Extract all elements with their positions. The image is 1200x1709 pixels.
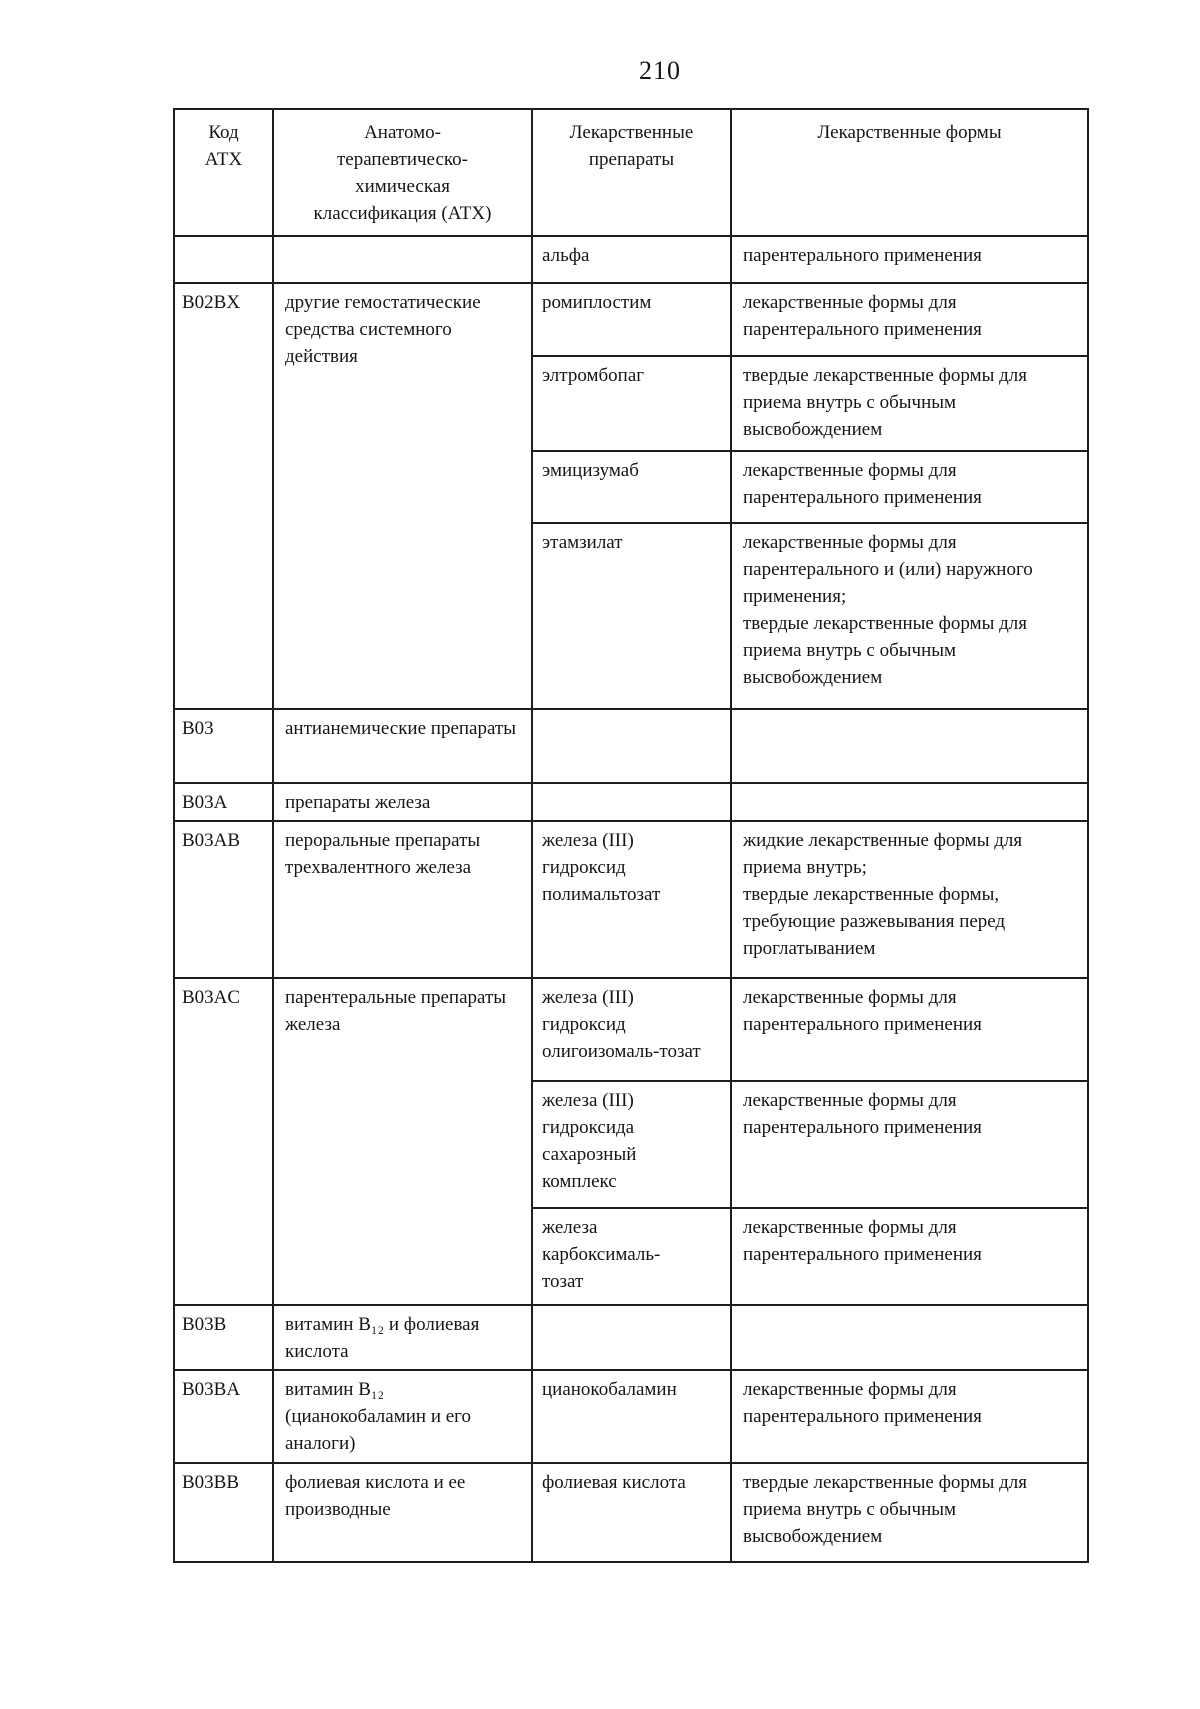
header-cell-drugs: Лекарственные препараты bbox=[531, 108, 732, 237]
cell-classification: другие гемостатические средства системно… bbox=[272, 282, 533, 710]
table-header-row: Код АТХ Анатомо- терапевтическо- химичес… bbox=[173, 108, 1089, 237]
cell-forms: лекарственные формы для парентерального … bbox=[730, 1369, 1089, 1464]
cell-drug: альфа bbox=[531, 235, 732, 284]
cell-forms: жидкие лекарственные формы для приема вн… bbox=[730, 820, 1089, 979]
table-row: железа (III) гидроксида сахарозный компл… bbox=[174, 1080, 1089, 1209]
cell-drug: железа (III) гидроксид олигоизомаль-тоза… bbox=[531, 977, 732, 1082]
header-cell-atc-code: Код АТХ bbox=[173, 108, 274, 237]
cell-drug bbox=[531, 782, 732, 822]
cell-forms: парентерального применения bbox=[730, 235, 1089, 284]
cell-drug: цианокобаламин bbox=[531, 1369, 732, 1464]
table-row: B02BX другие гемостатические средства си… bbox=[173, 282, 1089, 710]
header-cell-forms: Лекарственные формы bbox=[730, 108, 1089, 237]
cell-classification: препараты железа bbox=[272, 782, 533, 822]
cell-forms: твердые лекарственные формы для приема в… bbox=[730, 355, 1089, 452]
cell-classification: фолиевая кислота и ее производные bbox=[272, 1462, 533, 1563]
table-row: B03AB пероральные препараты трехвалентно… bbox=[173, 820, 1089, 979]
cell-drug bbox=[531, 1304, 732, 1371]
cell-atc-code: B03 bbox=[173, 708, 274, 784]
cell-drug: ромиплостим bbox=[531, 282, 732, 357]
table-row: B03AC парентеральные препараты железа же… bbox=[173, 977, 1089, 1306]
table-row: альфа парентерального применения bbox=[173, 235, 1089, 284]
table-row: B03BB фолиевая кислота и ее производные … bbox=[173, 1462, 1089, 1563]
cell-atc-code: B03AC bbox=[173, 977, 274, 1306]
cell-atc-code: B03AB bbox=[173, 820, 274, 979]
cell-classification: парентеральные препараты железа bbox=[272, 977, 533, 1306]
cell-forms: лекарственные формы для парентерального … bbox=[730, 1080, 1089, 1209]
cell-drug: этамзилат bbox=[531, 522, 732, 710]
cell-drug: эмицизумаб bbox=[531, 450, 732, 524]
cell-atc-code bbox=[173, 235, 274, 284]
cell-forms: лекарственные формы для парентерального … bbox=[730, 522, 1089, 710]
table-row: этамзилат лекарственные формы для парент… bbox=[174, 522, 1089, 710]
cell-classification: антианемические препараты bbox=[272, 708, 533, 784]
cell-classification bbox=[272, 235, 533, 284]
cell-forms: твердые лекарственные формы для приема в… bbox=[730, 1462, 1089, 1563]
cell-classification: пероральные препараты трехвалентного жел… bbox=[272, 820, 533, 979]
cell-classification: витамин B₁₂ (цианокобаламин и его аналог… bbox=[272, 1369, 533, 1464]
cell-atc-code: B03BB bbox=[173, 1462, 274, 1563]
cell-forms bbox=[730, 708, 1089, 784]
table-row: B03 антианемические препараты bbox=[173, 708, 1089, 784]
table-row: B03A препараты железа bbox=[173, 782, 1089, 822]
cell-forms: лекарственные формы для парентерального … bbox=[730, 1207, 1089, 1306]
header-cell-classification: Анатомо- терапевтическо- химическая клас… bbox=[272, 108, 533, 237]
cell-drug: железа (III) гидроксид полимальтозат bbox=[531, 820, 732, 979]
cell-atc-code: B03B bbox=[173, 1304, 274, 1371]
table-row: B03BA витамин B₁₂ (цианокобаламин и его … bbox=[173, 1369, 1089, 1464]
cell-forms: лекарственные формы для парентерального … bbox=[730, 282, 1089, 357]
page-number: 210 bbox=[639, 56, 681, 85]
cell-forms: лекарственные формы для парентерального … bbox=[730, 450, 1089, 524]
table-row: B03B витамин B₁₂ и фолиевая кислота bbox=[173, 1304, 1089, 1371]
table-row: элтромбопаг твердые лекарственные формы … bbox=[174, 355, 1089, 452]
cell-drug: фолиевая кислота bbox=[531, 1462, 732, 1563]
cell-forms bbox=[730, 782, 1089, 822]
cell-forms bbox=[730, 1304, 1089, 1371]
cell-classification: витамин B₁₂ и фолиевая кислота bbox=[272, 1304, 533, 1371]
cell-drug: железа карбоксималь- тозат bbox=[531, 1207, 732, 1306]
table-row: железа карбоксималь- тозат лекарственные… bbox=[174, 1207, 1089, 1306]
atc-classification-table: Код АТХ Анатомо- терапевтическо- химичес… bbox=[173, 108, 1089, 1563]
cell-drug: элтромбопаг bbox=[531, 355, 732, 452]
cell-atc-code: B02BX bbox=[173, 282, 274, 710]
cell-atc-code: B03BA bbox=[173, 1369, 274, 1464]
cell-drug: железа (III) гидроксида сахарозный компл… bbox=[531, 1080, 732, 1209]
table-row: эмицизумаб лекарственные формы для парен… bbox=[174, 450, 1089, 524]
cell-drug bbox=[531, 708, 732, 784]
cell-atc-code: B03A bbox=[173, 782, 274, 822]
cell-forms: лекарственные формы для парентерального … bbox=[730, 977, 1089, 1082]
